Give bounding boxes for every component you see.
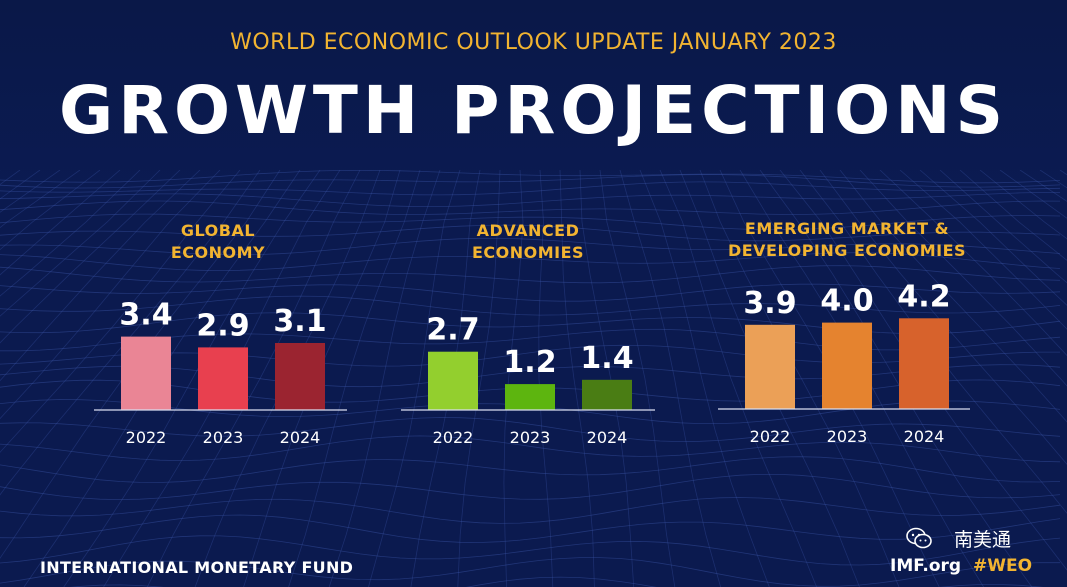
panel-title-line: EMERGING MARKET & bbox=[744, 219, 950, 238]
x-tick-label: 2023 bbox=[827, 427, 868, 446]
bar-value-label: 3.9 bbox=[743, 286, 796, 321]
hashtag: #WEO bbox=[973, 556, 1033, 576]
panel-title-line: DEVELOPING ECONOMIES bbox=[727, 241, 967, 260]
bar bbox=[745, 324, 795, 409]
panel-title-global: GLOBAL ECONOMY bbox=[118, 220, 318, 264]
bar bbox=[899, 318, 949, 409]
bar-value-label: 4.2 bbox=[897, 279, 950, 314]
bar bbox=[428, 351, 478, 410]
panel-title-line: GLOBAL bbox=[180, 221, 256, 240]
bar bbox=[121, 336, 171, 410]
bar-chart-1: 3.4 2022 2.9 2023 3.1 2024 bbox=[94, 298, 347, 447]
bar-chart-3: 3.9 2022 4.0 2023 4.2 2024 bbox=[718, 279, 970, 446]
bar-value-label: 1.4 bbox=[580, 341, 633, 376]
x-tick-label: 2023 bbox=[510, 428, 551, 447]
wireframe-terrain-background bbox=[0, 170, 1067, 587]
bar bbox=[505, 384, 555, 410]
wechat-icon bbox=[906, 527, 932, 549]
x-tick-label: 2022 bbox=[126, 428, 167, 447]
watermark-text: 南美通 bbox=[954, 529, 1012, 551]
bar-value-label: 3.4 bbox=[119, 298, 172, 333]
bar bbox=[198, 347, 248, 410]
panel-title-line: ECONOMY bbox=[170, 243, 266, 262]
supertitle: WORLD ECONOMIC OUTLOOK UPDATE JANUARY 20… bbox=[230, 30, 837, 55]
x-tick-label: 2024 bbox=[587, 428, 628, 447]
x-tick-label: 2023 bbox=[203, 428, 244, 447]
panel-title-line: ADVANCED bbox=[476, 221, 580, 240]
site-link[interactable]: IMF.org bbox=[890, 556, 962, 576]
x-tick-label: 2022 bbox=[433, 428, 474, 447]
bar-value-label: 1.2 bbox=[503, 345, 556, 380]
x-tick-label: 2024 bbox=[904, 427, 945, 446]
panel-title-line: ECONOMIES bbox=[471, 243, 585, 262]
panel-title-emerging: EMERGING MARKET & DEVELOPING ECONOMIES bbox=[706, 218, 988, 262]
bar bbox=[582, 379, 632, 410]
bar-value-label: 3.1 bbox=[273, 304, 326, 339]
bar-value-label: 2.9 bbox=[196, 308, 249, 343]
bar-value-label: 2.7 bbox=[426, 313, 479, 348]
x-tick-label: 2022 bbox=[750, 427, 791, 446]
header-background bbox=[0, 0, 1067, 200]
panel-title-advanced: ADVANCED ECONOMIES bbox=[418, 220, 638, 264]
bar bbox=[275, 343, 325, 410]
page-title: GROWTH PROJECTIONS bbox=[59, 72, 1008, 149]
x-tick-label: 2024 bbox=[280, 428, 321, 447]
bar-value-label: 4.0 bbox=[820, 284, 873, 319]
organization-name: INTERNATIONAL MONETARY FUND bbox=[40, 558, 354, 577]
bar-chart-2: 2.7 2022 1.2 2023 1.4 2024 bbox=[401, 313, 655, 447]
bar bbox=[822, 322, 872, 409]
